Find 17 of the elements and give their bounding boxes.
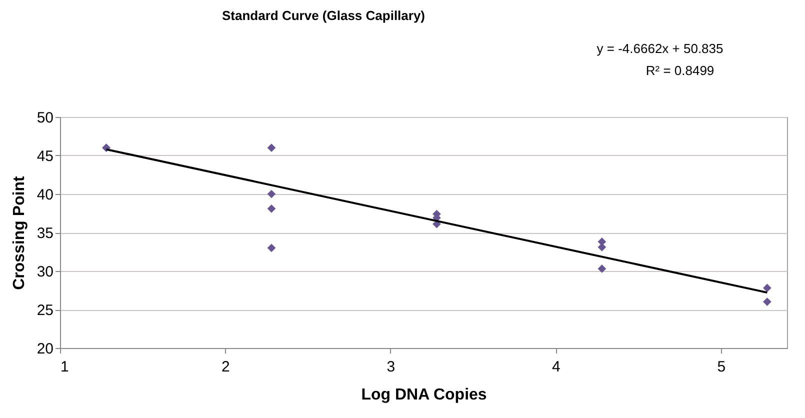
x-tick-label: 1 [60,358,69,376]
y-tick-label: 20 [36,340,54,358]
text: R² = 0.8499 [646,63,714,78]
x-axis-title: Log DNA Copies [361,386,487,404]
text: y = -4.6662x + 50.835 [596,41,724,56]
x-tick-label: 2 [222,358,230,376]
y-tick-label: 50 [36,110,54,126]
x-tick-label: 3 [386,358,396,376]
y-tick-label: 45 [36,148,54,165]
y-tick-label: 35 [36,225,54,242]
y-tick-label: 40 [36,186,54,204]
x-tick-label: 4 [552,358,560,376]
y-axis-title: Crossing Point [10,175,28,290]
chart-title: Standard Curve (Glass Capillary) [222,8,426,23]
y-tick-label: 25 [36,302,54,319]
y-tick-label: 30 [36,264,54,280]
x-tick-label: 5 [717,358,726,376]
